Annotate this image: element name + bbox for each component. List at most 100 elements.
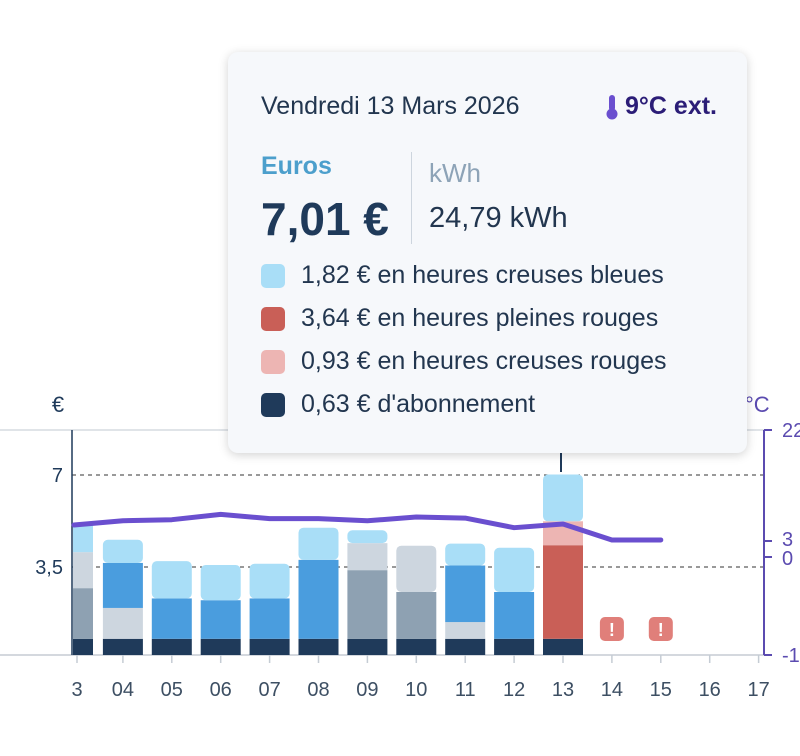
- bar-segment-subscription: [298, 638, 339, 655]
- x-tick-label-16: 16: [699, 679, 721, 701]
- y-right-unit: °C: [745, 392, 770, 417]
- alert-icon-15[interactable]: !: [648, 617, 673, 641]
- bar-segment-hc_blue: [298, 527, 339, 560]
- bar-05[interactable]: [151, 561, 192, 655]
- tooltip-item-label: 0,63 € d'abonnement: [301, 390, 536, 418]
- tooltip-item-label: 3,64 € en heures pleines rouges: [301, 304, 659, 332]
- alert-badge: [599, 617, 624, 641]
- thermometer-icon: [606, 94, 618, 119]
- tooltip-item-hc-blue: 1,82 € en heures creuses bleues: [261, 254, 667, 297]
- x-tick-label-08: 08: [307, 679, 329, 701]
- tooltip-item-hc-red: 0,93 € en heures creuses rouges: [261, 340, 667, 383]
- bar-segment-hp_white: [347, 570, 388, 639]
- bar-segment-hc_blue: [249, 563, 290, 599]
- swatch-subscription: [261, 392, 285, 417]
- tooltip-euros-label: Euros: [261, 152, 332, 180]
- tooltip-euros-value: 7,01 €: [261, 193, 389, 245]
- bar-09[interactable]: [347, 530, 388, 655]
- bar-03[interactable]: [73, 523, 93, 655]
- bar-segment-hc_white: [102, 607, 143, 639]
- bar-06[interactable]: [200, 565, 241, 655]
- bar-segment-subscription: [249, 638, 290, 655]
- x-tick-label-14: 14: [601, 679, 623, 701]
- tooltip-breakdown-list: 1,82 € en heures creuses bleues 3,64 € e…: [261, 254, 667, 426]
- x-axis-ticks: 3 04 05 06 07 08 09 10 11 12 13 14 15 16 17: [71, 655, 770, 701]
- bar-segment-subscription: [151, 638, 192, 655]
- x-tick-label-10: 10: [405, 679, 427, 701]
- tooltip-kwh-label: kWh: [429, 158, 481, 188]
- tooltip-temperature: 9°C ext.: [605, 92, 717, 121]
- bar-segment-hp_white: [396, 592, 437, 639]
- bar-segment-hc_blue: [151, 561, 192, 599]
- bar-07[interactable]: [249, 563, 290, 655]
- x-tick-label-15: 15: [650, 679, 672, 701]
- bar-segment-subscription: [396, 638, 437, 655]
- x-tick-label-12: 12: [503, 679, 525, 701]
- bar-segment-subscription: [102, 638, 143, 655]
- y-left-tick-7: 7: [52, 465, 63, 487]
- alert-symbol: !: [658, 620, 664, 640]
- bar-segment-hc_white: [73, 552, 93, 589]
- bar-segment-hc_white: [396, 545, 437, 592]
- y-left-unit: €: [52, 392, 64, 417]
- swatch-hp-red: [261, 306, 285, 331]
- bar-segment-hc_blue: [543, 474, 583, 522]
- bar-13[interactable]: [543, 474, 583, 655]
- y-right-tick-0: 0: [782, 548, 793, 570]
- bar-segment-hp_red: [543, 545, 583, 639]
- tooltip-item-label: 0,93 € en heures creuses rouges: [301, 347, 667, 375]
- tooltip-temperature-value: 9°C ext.: [625, 92, 717, 120]
- y-right-tick-3: 3: [782, 529, 793, 551]
- y-right-tick-minus-1: -1: [782, 645, 800, 667]
- bar-segment-subscription: [494, 638, 535, 655]
- tooltip-kwh-value: 24,79 kWh: [429, 202, 568, 234]
- swatch-hc-blue: [261, 263, 285, 288]
- bar-segment-subscription: [73, 638, 93, 655]
- temperature-line: [71, 511, 664, 543]
- x-tick-label-06: 06: [210, 679, 232, 701]
- bar-segment-hc_white: [445, 622, 486, 639]
- bar-segment-hp_blue: [200, 600, 241, 639]
- alert-icon-14[interactable]: !: [599, 617, 624, 641]
- alert-symbol: !: [609, 620, 615, 640]
- bar-segment-hc_blue: [102, 539, 143, 563]
- x-tick-label-09: 09: [356, 679, 378, 701]
- bar-08[interactable]: [298, 527, 339, 655]
- swatch-hc-red: [261, 349, 285, 374]
- bar-segment-hc_blue: [347, 530, 388, 544]
- x-tick-label-05: 05: [161, 679, 183, 701]
- day-tooltip: Vendredi 13 Mars 2026 9°C ext. Euros 7,0…: [228, 52, 747, 453]
- tooltip-item-label: 1,82 € en heures creuses bleues: [301, 261, 664, 289]
- x-tick-label-13: 13: [552, 679, 574, 701]
- bar-segment-subscription: [347, 638, 388, 655]
- bar-11[interactable]: [445, 543, 486, 655]
- bar-segment-hp_blue: [151, 598, 192, 639]
- alert-badge: [648, 617, 673, 641]
- y-left-tick-3-5: 3,5: [35, 557, 63, 579]
- bar-segment-hp_white: [73, 588, 93, 639]
- bar-segment-subscription: [543, 638, 583, 655]
- bar-segment-hp_blue: [298, 559, 339, 639]
- bar-12[interactable]: [494, 547, 535, 655]
- tooltip-separator: [411, 152, 412, 244]
- alerts-group[interactable]: !!: [599, 617, 673, 641]
- bar-segment-hp_blue: [445, 565, 486, 623]
- bar-segment-hp_blue: [494, 592, 535, 639]
- bar-segment-subscription: [445, 638, 486, 655]
- bar-04[interactable]: [102, 539, 143, 655]
- tooltip-item-hp-red: 3,64 € en heures pleines rouges: [261, 297, 667, 340]
- x-tick-label-07: 07: [258, 679, 280, 701]
- temperature-group: [71, 511, 664, 543]
- bar-10[interactable]: [396, 545, 437, 655]
- y-right-tick-22: 22: [782, 420, 800, 442]
- bar-segment-hc_blue: [73, 523, 93, 553]
- bar-segment-subscription: [200, 638, 241, 655]
- x-tick-label-17: 17: [747, 679, 769, 701]
- x-tick-label-03: 3: [71, 679, 82, 701]
- bars-group[interactable]: [73, 474, 583, 655]
- x-tick-label-04: 04: [112, 679, 134, 701]
- x-tick-label-11: 11: [455, 679, 476, 701]
- bar-segment-hc_white: [347, 543, 388, 571]
- bar-segment-hc_blue: [494, 547, 535, 592]
